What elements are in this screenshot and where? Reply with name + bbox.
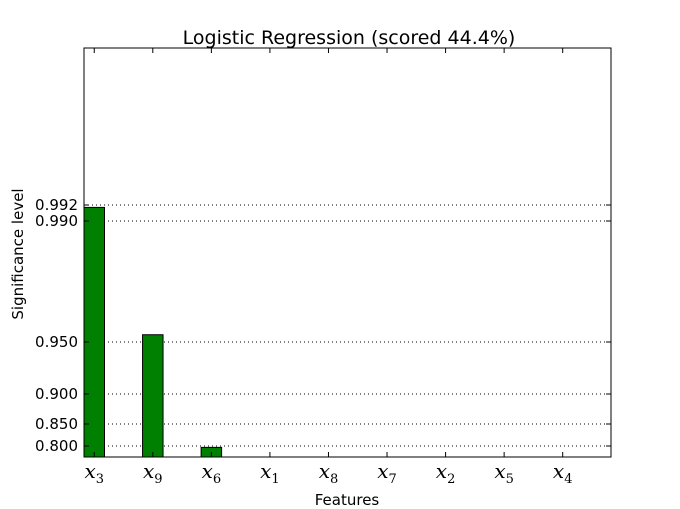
plot-frame [83, 47, 612, 458]
y-axis-label: Significance level [9, 188, 27, 319]
y-tick-label: 0.800 [35, 437, 78, 455]
y-tick-label: 0.992 [35, 196, 78, 214]
x-tick-label: x2 [436, 459, 456, 487]
bar [142, 334, 164, 458]
x-axis-ticks: x3 x9 x6 x1 x8 x7 x2 x5 x4 [84, 48, 572, 487]
x-tick-label: x6 [202, 459, 222, 487]
x-tick-label: x5 [494, 459, 514, 487]
bars [83, 206, 223, 458]
x-tick-label: x3 [84, 459, 104, 487]
x-tick-label: x7 [377, 459, 397, 487]
chart-title: Logistic Regression (scored 44.4%) [183, 27, 516, 49]
x-axis-label: Features [315, 491, 380, 509]
y-tick-label: 0.990 [35, 212, 78, 230]
y-tick-label: 0.850 [35, 415, 78, 433]
bar [83, 206, 105, 458]
x-tick-label: x1 [260, 459, 280, 487]
x-tick-label: x4 [553, 459, 573, 487]
y-tick-label: 0.950 [35, 333, 78, 351]
x-tick-label: x8 [319, 459, 339, 487]
x-tick-label: x9 [143, 459, 163, 487]
y-tick-label: 0.900 [35, 385, 78, 403]
